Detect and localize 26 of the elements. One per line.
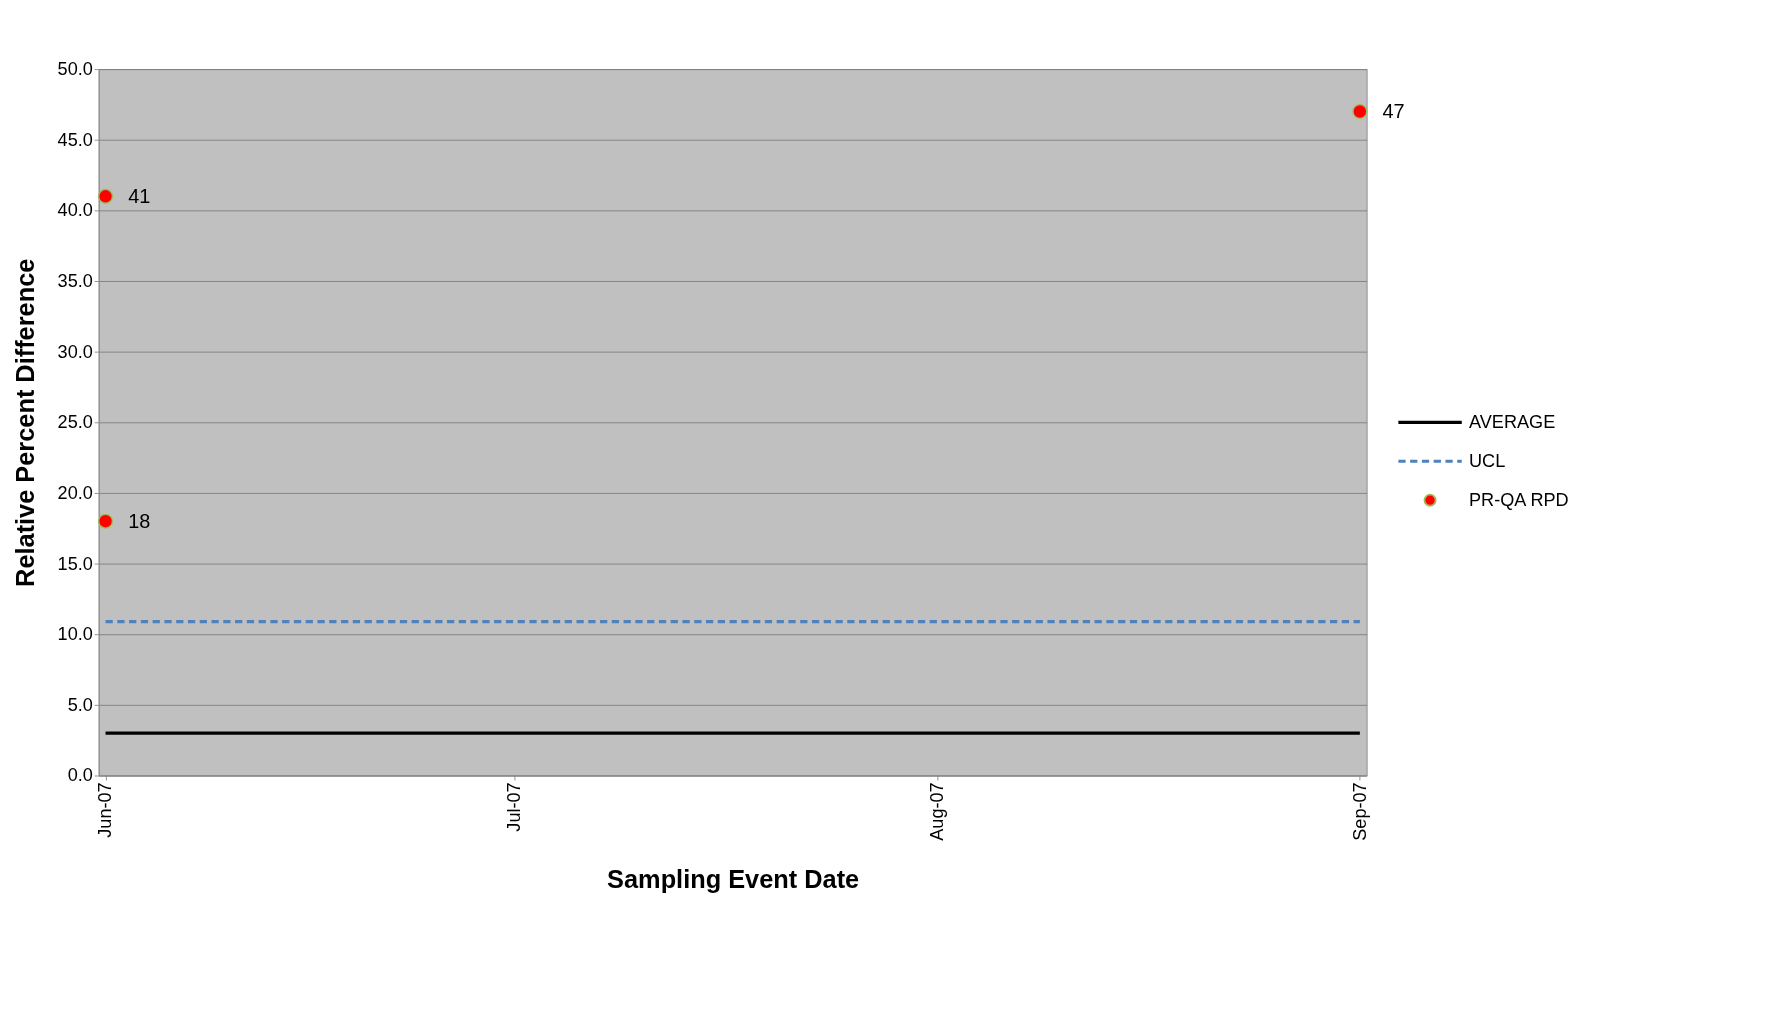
data-label: 47 — [1382, 99, 1405, 122]
y-tick-label: 35.0 — [57, 270, 93, 291]
y-axis-title: Relative Percent Difference — [11, 258, 40, 587]
y-tick-label: 20.0 — [57, 482, 93, 503]
y-tick-label: 0.0 — [67, 765, 93, 786]
y-tick-label: 30.0 — [57, 341, 93, 362]
x-tick-label: Sep-07 — [1349, 782, 1370, 841]
y-tick-label: 50.0 — [57, 59, 93, 79]
point — [97, 513, 114, 529]
legend-label: PR-QA RPD — [1469, 489, 1569, 510]
y-tick-label: 10.0 — [57, 624, 93, 645]
data-label: 41 — [128, 184, 151, 207]
legend-label: UCL — [1469, 450, 1506, 471]
x-tick-label: Aug-07 — [927, 782, 948, 841]
point — [97, 188, 114, 204]
x-axis-title: Sampling Event Date — [607, 864, 860, 893]
data-label: 18 — [128, 509, 151, 532]
y-tick-label: 5.0 — [67, 694, 93, 715]
y-tick-label: 25.0 — [57, 412, 93, 433]
legend-label: AVERAGE — [1469, 411, 1556, 432]
y-tick-label: 15.0 — [57, 553, 93, 574]
point — [1352, 103, 1368, 120]
y-tick-label: 40.0 — [57, 200, 93, 221]
y-tick-label: 45.0 — [57, 129, 93, 150]
x-tick-label: Jun-07 — [95, 782, 116, 838]
x-tick-label: Jul-07 — [504, 782, 525, 832]
